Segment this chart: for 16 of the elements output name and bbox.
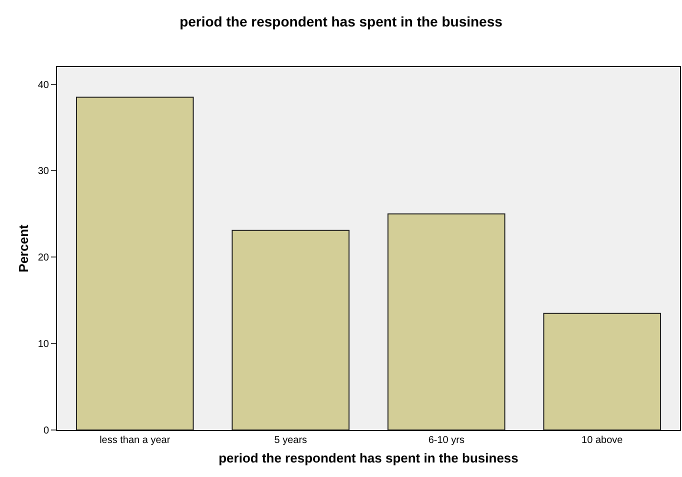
y-axis-title: Percent <box>16 224 31 272</box>
bar <box>387 213 506 430</box>
y-tick-label: 0 <box>43 426 50 436</box>
y-tick-label: 20 <box>38 252 50 264</box>
x-tick-label: 10 above <box>582 435 624 446</box>
x-tick-label: 6-10 yrs <box>428 435 464 446</box>
x-axis-title: period the respondent has spent in the business <box>218 450 518 466</box>
bar <box>232 230 350 430</box>
y-tick-label: 40 <box>38 80 50 91</box>
x-tick-label: less than a year <box>100 435 171 446</box>
x-tick-label: 5 years <box>274 435 308 446</box>
bar <box>543 312 662 430</box>
y-tick-label: 10 <box>38 339 50 350</box>
y-tick-label: 30 <box>38 166 50 178</box>
bar <box>76 96 194 430</box>
chart-title: period the respondent has spent in the business <box>180 13 503 30</box>
